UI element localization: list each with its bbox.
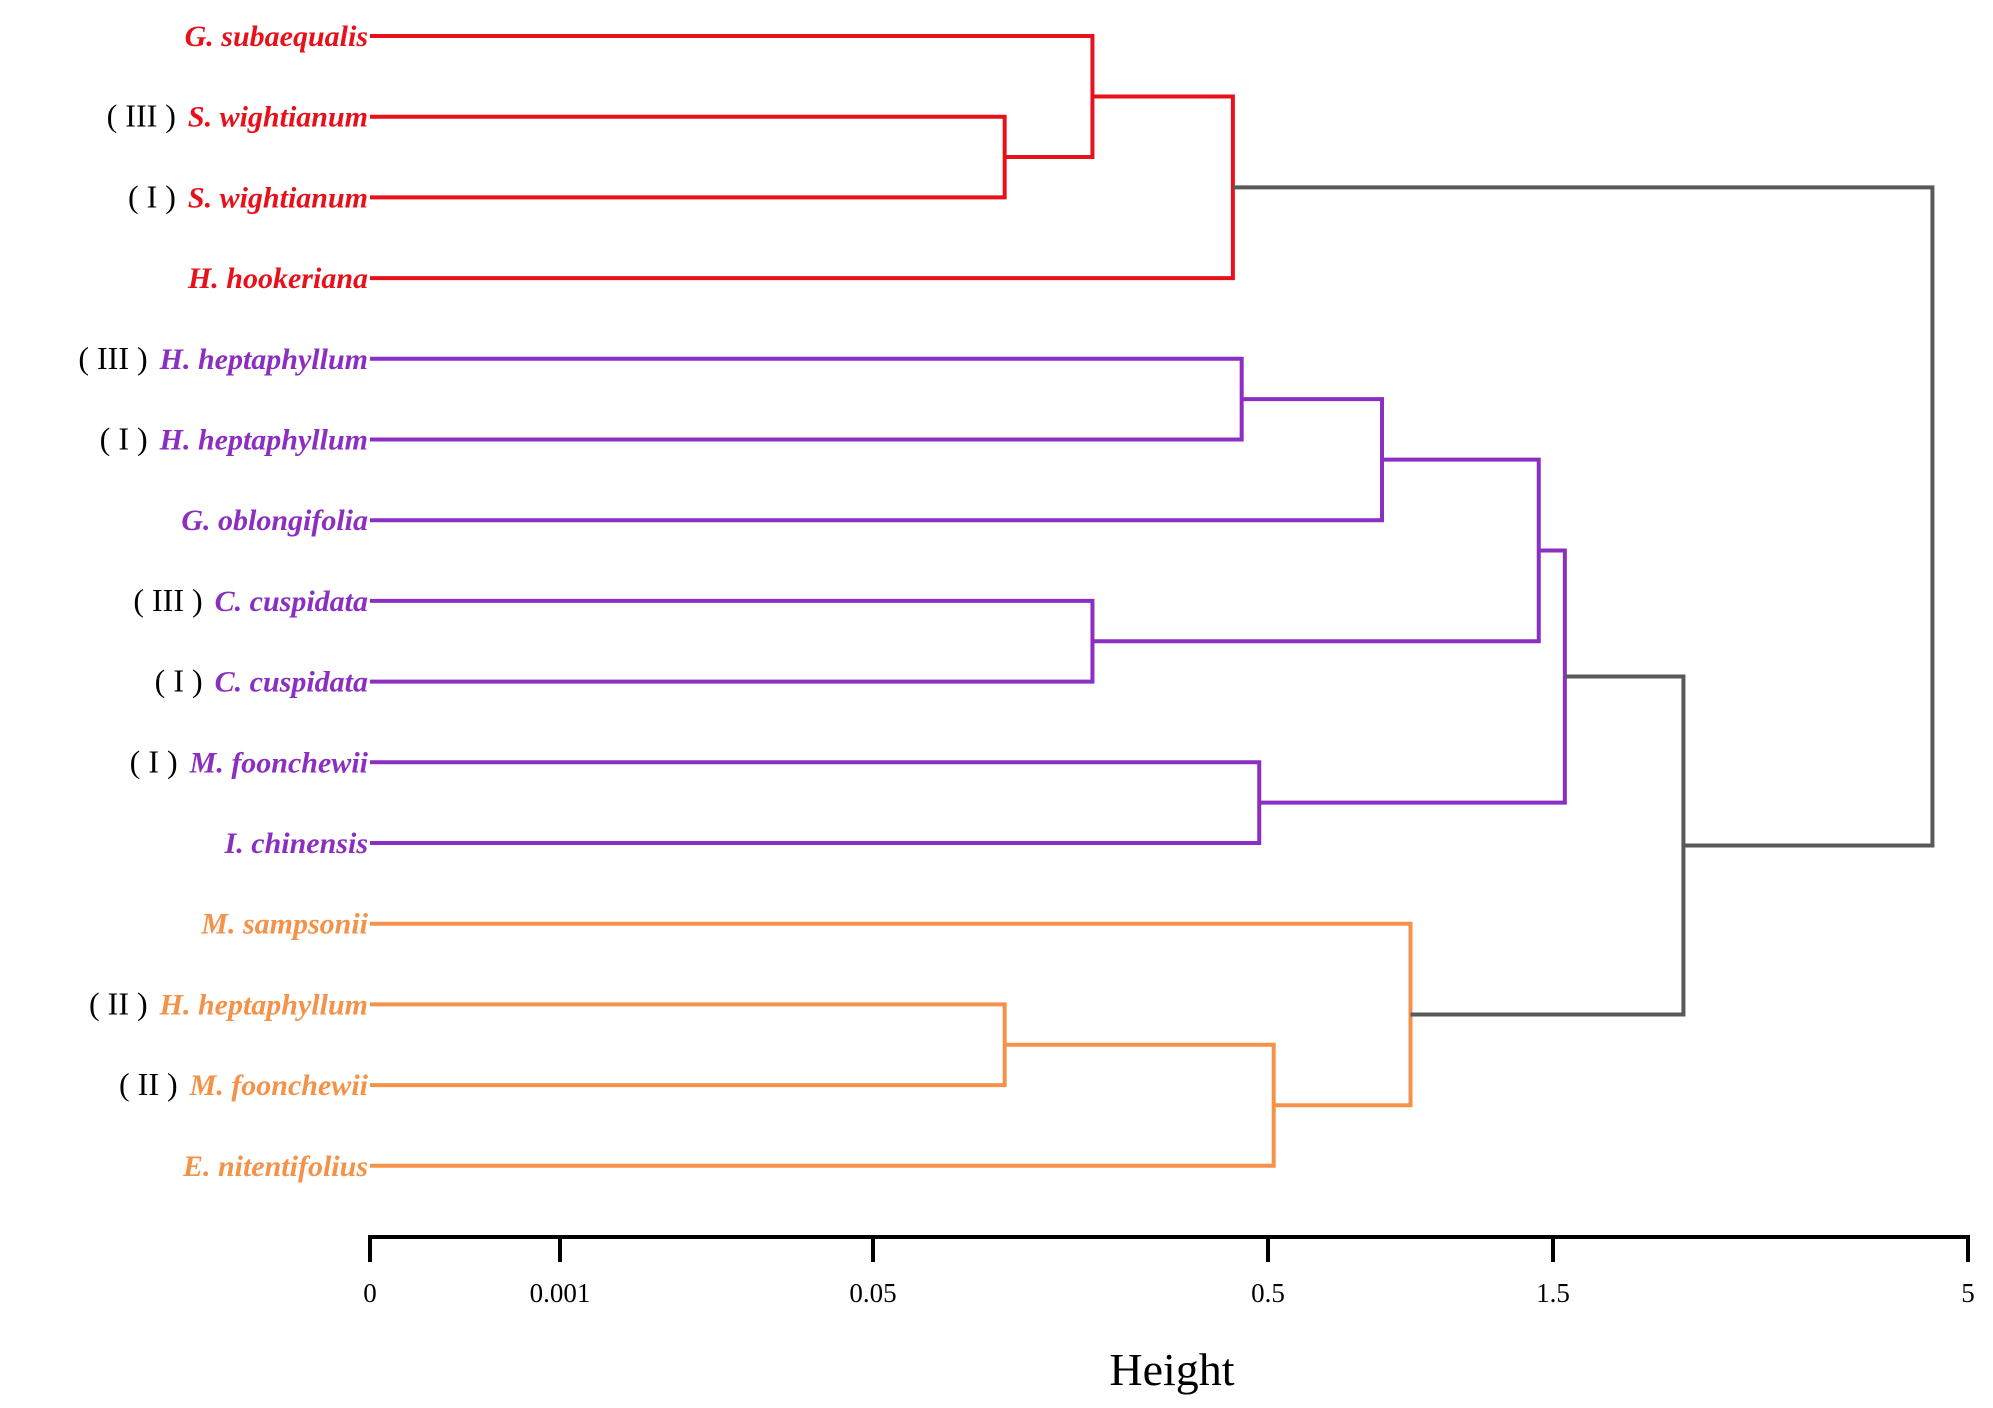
leaf-label: M. foonchewii <box>189 1069 369 1102</box>
leaf-label: C. cuspidata <box>215 585 368 618</box>
dendrogram-branch-N11 <box>370 1042 1276 1168</box>
dendrogram-branch-N12 <box>370 921 1413 1108</box>
height-axis: 0 0.001 0.05 0.5 1.5 5 <box>363 1235 1975 1308</box>
x-tick-label: 1.5 <box>1536 1278 1570 1308</box>
dendrogram-branch-N5 <box>370 397 1384 523</box>
leaf-labels: G. subaequalis S. wightianum ( III ) S. wig… <box>78 20 368 1183</box>
leaf-label: I. chinensis <box>224 827 368 860</box>
leaf-group-prefix: ( I ) <box>155 663 203 699</box>
dendrogram-branches <box>370 34 1935 1168</box>
x-tick-label: 0 <box>363 1278 377 1308</box>
leaf-group-prefix: ( I ) <box>130 743 178 779</box>
leaf-label: H. heptaphyllum <box>159 424 368 457</box>
x-tick-label: 0.05 <box>849 1278 896 1308</box>
x-tick-label: 5 <box>1961 1278 1975 1308</box>
leaf-group-prefix: ( I ) <box>128 178 176 214</box>
dendrogram-branch-N14 <box>1232 185 1935 848</box>
leaf-label: E. nitentifolius <box>182 1150 368 1183</box>
leaf-label: H. hookeriana <box>187 262 368 295</box>
dendrogram-branch-N3 <box>370 94 1235 281</box>
leaf-label: M. foonchewii <box>189 746 369 779</box>
leaf-group-prefix: ( III ) <box>107 98 176 134</box>
leaf-group-prefix: ( III ) <box>133 582 202 618</box>
dendrogram-branch-N8 <box>370 760 1262 845</box>
dendrogram-branch-N2 <box>370 34 1095 160</box>
x-tick-label: 0.001 <box>530 1278 591 1308</box>
leaf-group-prefix: ( III ) <box>78 340 147 376</box>
leaf-label: H. heptaphyllum <box>159 988 368 1021</box>
leaf-label: S. wightianum <box>188 181 368 214</box>
leaf-label: H. heptaphyllum <box>159 343 368 376</box>
leaf-label: S. wightianum <box>188 101 368 134</box>
x-axis-title: Height <box>1109 1344 1234 1395</box>
leaf-label: G. subaequalis <box>185 20 368 53</box>
dendrogram-branch-N13 <box>1410 674 1686 1017</box>
dendrogram-branch-N7 <box>1092 457 1541 644</box>
dendrogram-branch-N4 <box>370 356 1244 442</box>
dendrogram-branch-N6 <box>370 598 1095 684</box>
x-tick-label: 0.5 <box>1251 1278 1285 1308</box>
dendrogram-branch-N9 <box>1259 548 1567 805</box>
dendrogram-branch-N1 <box>370 114 1007 200</box>
dendrogram-branch-N10 <box>370 1002 1007 1088</box>
leaf-label: G. oblongifolia <box>181 504 368 537</box>
leaf-group-prefix: ( II ) <box>89 985 148 1021</box>
leaf-label: M. sampsonii <box>200 908 368 941</box>
leaf-label: C. cuspidata <box>215 666 368 699</box>
leaf-group-prefix: ( II ) <box>119 1066 178 1102</box>
leaf-group-prefix: ( I ) <box>100 421 148 457</box>
